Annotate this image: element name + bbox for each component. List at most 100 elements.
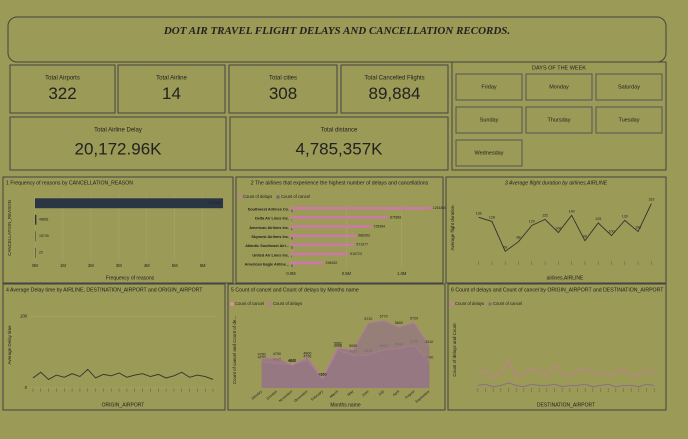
kpi-value: 20,172.96K: [75, 139, 163, 158]
x-tick-label: April: [392, 389, 400, 397]
legend-swatch: [268, 302, 272, 306]
bar: [291, 225, 372, 228]
data-label: 4790: [273, 352, 281, 356]
x-tick-label: March: [329, 389, 339, 398]
day-label[interactable]: Friday: [481, 84, 497, 90]
legend-swatch: [238, 195, 242, 199]
kpi-card: [9, 116, 227, 171]
data-label: 15749: [39, 234, 49, 238]
chart-title: 3 Average flight duration by airlines,AI…: [505, 180, 608, 186]
legend-label: Count of cancel: [493, 301, 522, 306]
days-title: DAYS OF THE WEEK: [532, 65, 586, 71]
legend-swatch: [276, 195, 280, 199]
area: [261, 320, 430, 388]
data-label: 725984: [373, 224, 385, 228]
kpi-label: Total cities: [269, 76, 297, 82]
legend-label: Count of cancel: [281, 194, 310, 199]
data-label: 130: [622, 214, 628, 218]
chart-title: 2 The airlines that experience the highe…: [251, 180, 429, 186]
data-label: 5710: [364, 317, 372, 321]
x-tick-label: July: [377, 389, 385, 396]
day-label[interactable]: Monday: [549, 84, 569, 90]
day-button[interactable]: [525, 73, 593, 101]
y-axis-label: Average flight duration: [450, 205, 455, 250]
data-label: 108: [635, 226, 641, 230]
chart-title: 4 Average Delay time by AIRLINE, DESTINA…: [6, 287, 203, 293]
chart-title: 1 Frequency of reasons by CANCELLATION_R…: [6, 180, 133, 186]
y-axis-label: Count of cancel and Count of de...: [232, 316, 237, 384]
y-tick-label: 0: [25, 385, 28, 390]
data-label: 100: [609, 230, 615, 234]
line: [32, 368, 214, 380]
day-label[interactable]: Sunday: [480, 117, 499, 123]
data-label: 128: [489, 215, 495, 219]
x-tick-label: 0.0M: [286, 271, 296, 276]
bar: [291, 234, 357, 237]
kpi-label: Total distance: [321, 128, 358, 134]
bar: [291, 215, 389, 219]
y-axis-label: Count of delays and Count: [452, 323, 457, 377]
y-tick-label: United Air Lines Inc.: [252, 253, 289, 257]
day-label[interactable]: Saturday: [618, 84, 640, 90]
kpi-card: [340, 64, 449, 114]
x-tick-label: 1.0M: [397, 271, 407, 276]
data-label: 4250: [319, 372, 327, 376]
bar: [291, 227, 293, 231]
day-label[interactable]: Wednesday: [475, 150, 504, 156]
legend-swatch: [488, 302, 492, 306]
chart-panel: [235, 176, 444, 284]
data-label: 140: [569, 209, 575, 213]
data-label: 22: [39, 251, 43, 255]
x-tick-label: October: [266, 389, 279, 401]
title-box: [7, 16, 667, 63]
kpi-value: 4,785,357K: [296, 139, 384, 158]
kpi-value: 308: [269, 84, 297, 103]
line: [477, 382, 655, 388]
data-label: 4620: [288, 358, 296, 362]
x-tick-label: 0M: [32, 263, 38, 268]
data-label: 6729196: [207, 201, 221, 205]
line: [478, 203, 652, 253]
data-label: 120: [529, 219, 535, 223]
bar: [35, 214, 37, 225]
data-label: 1261855: [433, 206, 447, 210]
x-tick-label: 3M: [116, 263, 122, 268]
bar: [291, 255, 292, 259]
y-tick-label: Southwest Airlines Co.: [248, 208, 289, 212]
chart-title: 5 Count of cancel and Count of delays by…: [231, 287, 359, 293]
data-label: 106: [555, 227, 561, 231]
data-label: 4700: [258, 355, 266, 359]
data-label: 90: [583, 235, 587, 239]
day-button[interactable]: [595, 73, 663, 101]
day-label[interactable]: Thursday: [548, 117, 571, 123]
data-label: 163: [648, 198, 654, 202]
bar: [35, 198, 224, 209]
x-axis-label: Frequency of reasons: [106, 275, 155, 281]
y-tick-label: Skywest Airlines Inc.: [251, 235, 289, 239]
title: DOT AIR TRAVEL FLIGHT DELAYS AND CANCELL…: [163, 25, 510, 37]
bar: [291, 261, 324, 265]
data-label: 294632: [326, 261, 338, 265]
day-button[interactable]: [455, 106, 523, 134]
x-axis-label: ORIGIN_AIRPORT: [102, 402, 145, 408]
x-axis-label: airlines,AIRLINE: [547, 275, 584, 281]
day-button[interactable]: [525, 106, 593, 134]
data-label: 69: [503, 245, 507, 249]
data-label: 571977: [356, 243, 368, 247]
y-tick-label: American Airlines Inc.: [249, 226, 289, 230]
bar: [291, 243, 355, 247]
day-button[interactable]: [455, 73, 523, 101]
kpi-value: 14: [162, 84, 181, 103]
day-button[interactable]: [595, 106, 663, 134]
day-button[interactable]: [455, 139, 523, 167]
day-label[interactable]: Tuesday: [619, 117, 640, 123]
bar: [291, 252, 349, 256]
line: [261, 320, 430, 380]
legend-label: Count of delays: [243, 194, 272, 199]
legend-label: Count of delays: [273, 301, 302, 306]
kpi-card: [229, 116, 449, 171]
data-label: 4800: [303, 352, 311, 356]
data-label: 4600: [288, 359, 296, 363]
bar: [291, 264, 293, 268]
x-tick-label: 4M: [144, 263, 150, 268]
